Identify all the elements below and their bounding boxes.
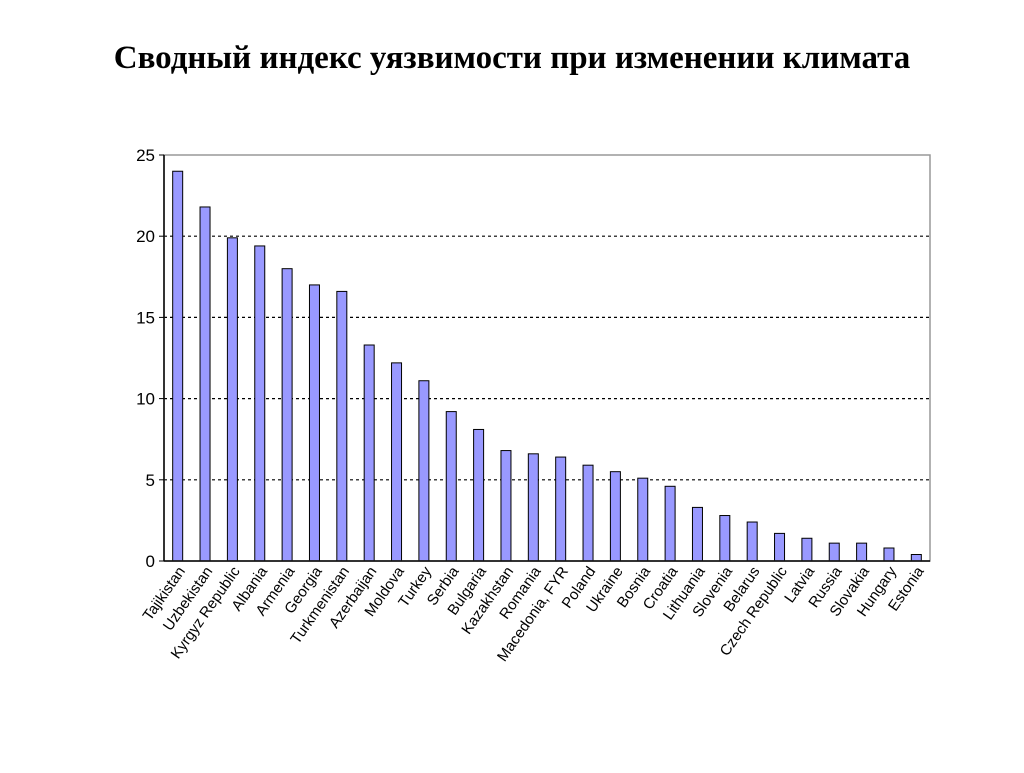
bar-moldova [391,362,403,562]
bar-azerbaijan [363,344,375,562]
bar-bosnia [637,477,649,562]
bar-czech-republic [774,532,786,562]
bar-bulgaria [473,428,485,562]
bar-uzbekistan [199,206,211,562]
gridlines [164,235,930,481]
bar-macedonia-fyr [555,456,567,562]
plot-area-border [163,154,931,562]
y-tick-label: 5 [146,471,155,490]
axes [159,154,931,562]
bar-poland [582,464,594,562]
bar-turkey [418,380,430,562]
bar-croatia [664,485,676,562]
bar-slovakia [856,542,868,562]
y-tick-label: 15 [136,308,155,327]
bars [172,170,922,562]
bar-georgia [308,284,320,562]
bar-kazakhstan [500,450,512,562]
slide-title: Сводный индекс уязвимости при изменении … [113,40,911,76]
bar-hungary [883,547,895,562]
bar-kyrgyz-republic [226,237,238,562]
bar-serbia [445,411,457,562]
bar-russia [828,542,840,562]
bar-tajikistan [172,170,184,562]
y-tick-labels: 0 5 10 15 20 25 [136,146,155,571]
bar-romania [527,453,539,562]
bar-turkmenistan [336,290,348,562]
y-tick-label: 10 [136,390,155,409]
bar-ukraine [609,471,621,562]
bar-estonia [910,554,922,562]
bar-albania [254,245,266,562]
bar-latvia [801,537,813,562]
bar-belarus [746,521,758,562]
y-tick-label: 20 [136,227,155,246]
bar-armenia [281,268,293,562]
bar-slovenia [719,515,731,562]
y-tick-label: 0 [146,552,155,571]
y-tick-label: 25 [136,146,155,165]
bar-lithuania [691,506,703,562]
